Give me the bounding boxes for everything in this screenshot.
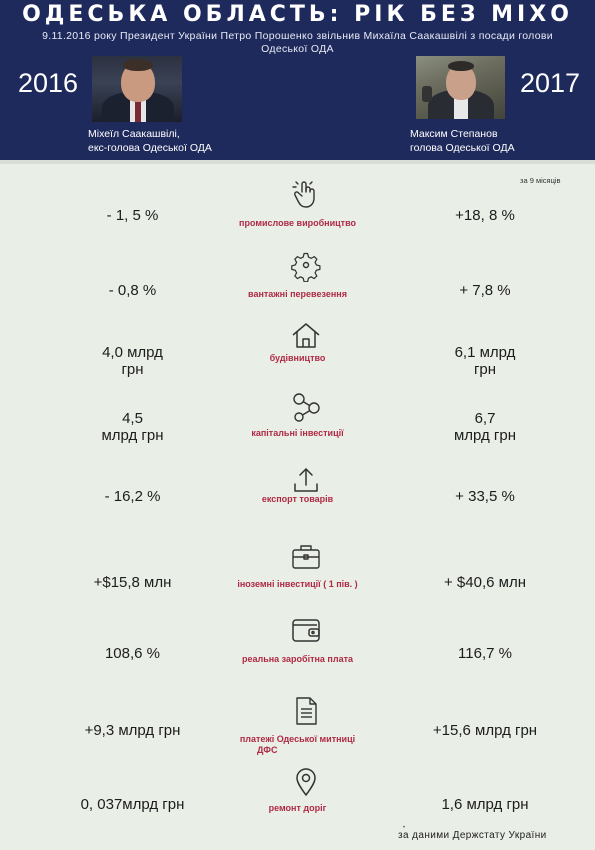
row-3-label: будівництво <box>269 353 326 363</box>
caption-left-name: Міхеїл Саакашвілі, <box>88 128 180 140</box>
row-3-right-line1: 6,1 млрд <box>454 344 516 361</box>
row-8-label: платежі Одеської митниці ДФС <box>225 734 370 756</box>
row-8-left-value: +9,3 млрд грн <box>84 722 181 739</box>
divider <box>0 160 595 164</box>
row-3-right-value: 6,1 млрд грн <box>400 344 570 378</box>
map-pin-icon <box>290 766 322 798</box>
row-1-left-value: - 1, 5 % <box>106 207 159 224</box>
row-4-left-line1: 4,5 <box>122 410 143 427</box>
row-3-left-line2: грн <box>121 361 144 378</box>
row-3-left-line1: 4,0 млрд <box>102 344 163 361</box>
row-3-right-line2: грн <box>473 361 497 378</box>
row-4-right-line1: 6,7 <box>474 410 496 427</box>
upload-icon <box>290 464 322 496</box>
caption-left-role: екс-голова Одеської ОДА <box>88 142 212 154</box>
row-4-left-line2: млрд грн <box>101 427 164 444</box>
caption-left: Міхеїл Саакашвілі, екс-голова Одеської О… <box>88 127 212 155</box>
row-5-label: експорт товарів <box>261 494 334 504</box>
row-1-label: промислове виробництво <box>239 218 356 228</box>
row-8-right-value: +15,6 млрд грн <box>432 722 538 739</box>
row-2-right-value: + 7,8 % <box>459 282 511 299</box>
molecule-icon <box>290 391 322 423</box>
gear-icon <box>290 250 322 283</box>
year-left: 2016 <box>18 68 79 98</box>
page-title: ОДЕСЬКА ОБЛАСТЬ: РІК БЕЗ МІХО <box>22 2 573 27</box>
source-note: за даними Держстату України <box>398 830 547 841</box>
row-4-left-value: 4,5 млрд грн <box>55 410 210 444</box>
row-5-left-value: - 16,2 % <box>104 488 161 505</box>
row-1-right-value: +18, 8 % <box>455 207 515 224</box>
photo-saakashvili <box>92 56 182 122</box>
photo-stepanov <box>416 56 505 119</box>
document-icon <box>290 695 322 727</box>
row-8-label-line1: платежі Одеської митниці <box>239 734 356 744</box>
row-8-label-line2: ДФС <box>257 745 278 755</box>
row-9-right-value: 1,6 млрд грн <box>441 796 529 813</box>
caption-right: Максим Степанов голова Одеської ОДА <box>410 127 515 155</box>
row-5-right-value: + 33,5 % <box>455 488 515 505</box>
row-7-left-value: 108,6 % <box>104 645 161 662</box>
row-4-right-value: 6,7 млрд грн <box>400 410 570 444</box>
source-dot: • <box>403 825 406 831</box>
caption-right-role: голова Одеської ОДА <box>410 142 515 154</box>
row-3-left-value: 4,0 млрд грн <box>55 344 210 378</box>
row-9-label: ремонт доріг <box>268 803 327 813</box>
year-right: 2017 <box>520 68 581 98</box>
briefcase-icon <box>290 540 322 572</box>
row-4-label: капітальні інвестиції <box>251 428 344 438</box>
house-icon <box>290 320 322 352</box>
note-months: за 9 місяців <box>520 176 561 185</box>
row-6-label: іноземні інвестиції ( 1 пів. ) <box>237 579 358 589</box>
caption-right-name: Максим Степанов <box>410 128 498 140</box>
wallet-icon <box>290 614 322 646</box>
row-7-label: реальна заробітна плата <box>241 654 354 664</box>
row-4-right-line2: млрд грн <box>453 427 517 444</box>
header-banner: ОДЕСЬКА ОБЛАСТЬ: РІК БЕЗ МІХО 9.11.2016 … <box>0 0 595 160</box>
row-2-label: вантажні перевезення <box>248 289 347 299</box>
page-subtitle: 9.11.2016 року Президент України Петро П… <box>42 30 553 55</box>
row-6-left-value: +$15,8 млн <box>93 574 172 591</box>
touch-hand-icon <box>290 178 322 210</box>
row-9-left-value: 0, 037млрд грн <box>80 796 185 813</box>
row-6-right-value: + $40,6 млн <box>444 574 526 591</box>
row-7-right-value: 116,7 % <box>458 645 512 662</box>
row-2-left-value: - 0,8 % <box>108 282 157 299</box>
